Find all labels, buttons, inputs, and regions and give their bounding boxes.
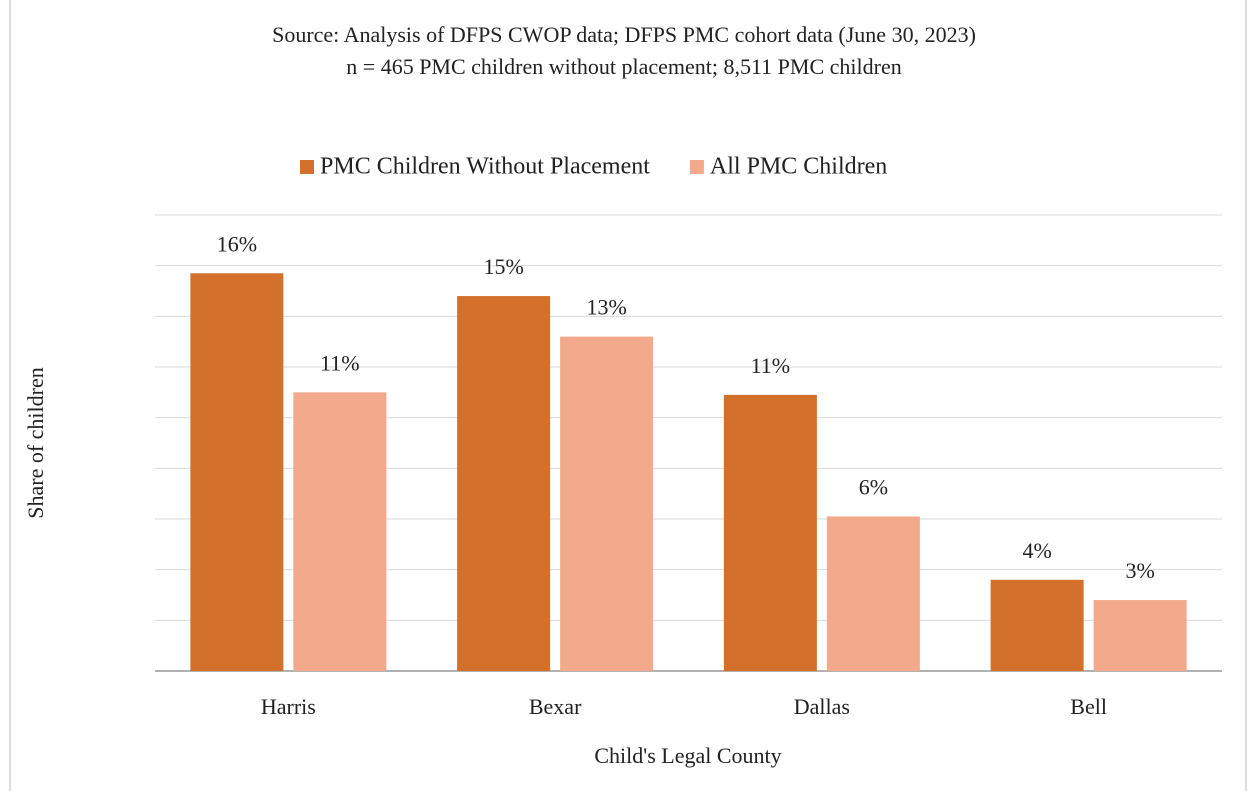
frame	[9, 0, 1247, 791]
x-tick-label: Bell	[1070, 694, 1107, 719]
legend-label: PMC Children Without Placement	[320, 154, 650, 180]
x-axis-label: Child's Legal County	[594, 743, 781, 768]
bar	[457, 296, 551, 671]
x-tick-label: Bexar	[529, 694, 582, 719]
data-label: 13%	[586, 295, 626, 320]
subtitle: Source: Analysis of DFPS CWOP data; DFPS…	[272, 22, 976, 47]
y-axis-label: Share of children	[23, 367, 48, 519]
legend-label: All PMC Children	[710, 154, 887, 180]
bar	[723, 394, 817, 671]
data-label: 16%	[217, 231, 257, 256]
data-label: 11%	[751, 353, 791, 378]
x-tick-label: Harris	[261, 694, 316, 719]
bar	[293, 392, 387, 671]
bar	[990, 579, 1084, 671]
bar	[826, 516, 920, 671]
legend-swatch	[300, 160, 314, 174]
x-tick-label: Dallas	[794, 694, 850, 719]
bar	[1093, 600, 1187, 671]
legend-swatch	[689, 160, 704, 174]
bar	[560, 336, 654, 671]
data-label: 15%	[483, 254, 523, 279]
data-label: 4%	[1022, 538, 1051, 563]
subtitle: n = 465 PMC children without placement; …	[346, 54, 901, 79]
data-label: 3%	[1125, 558, 1154, 583]
data-label: 6%	[859, 475, 888, 500]
bar	[190, 273, 284, 671]
data-label: 11%	[320, 350, 360, 375]
